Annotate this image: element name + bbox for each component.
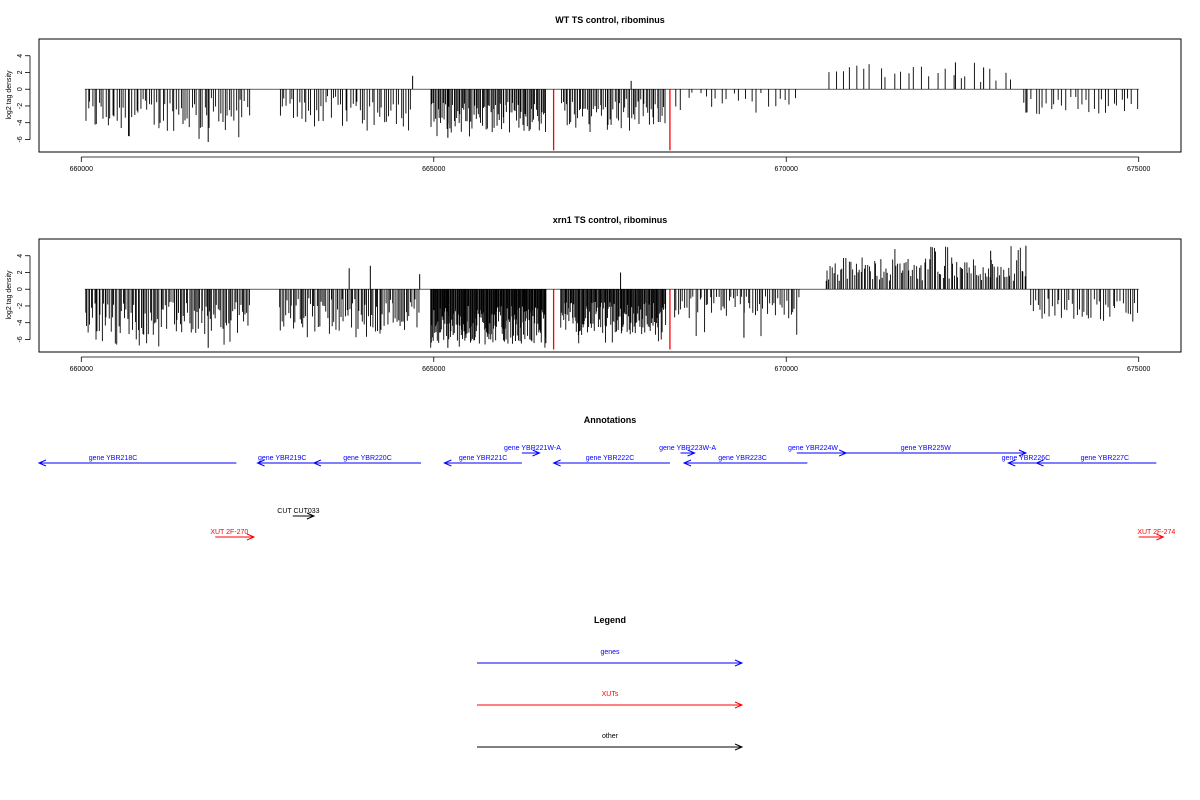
gene-label: gene YBR226C — [1002, 455, 1051, 462]
gene-strand-arrowhead — [552, 459, 561, 467]
gene-strand-arrowhead — [443, 459, 452, 467]
xrn1-plot-frame — [38, 238, 1182, 353]
gene-strand-arrowhead — [687, 449, 696, 457]
legend-arrowhead — [734, 659, 744, 667]
wt-plot-frame — [38, 38, 1182, 153]
xrn1-bars — [84, 245, 1139, 350]
y-tick-label: 0 — [17, 287, 24, 291]
y-tick-label: -4 — [17, 319, 24, 325]
gene-label: gene YBR222C — [586, 455, 635, 462]
y-tick-label: -6 — [17, 136, 24, 142]
gene-strand-arrowhead — [532, 449, 541, 457]
wt-panel-title: WT TS control, ribominus — [555, 15, 665, 25]
legend-panel: Legend genes XUTs other — [477, 615, 744, 751]
x-tick-label: 675000 — [1127, 366, 1150, 373]
gene-strand-arrowhead — [37, 459, 47, 467]
xut-strand-arrowhead — [1156, 533, 1165, 541]
gene-label: gene YBR219C — [258, 455, 307, 462]
x-tick-label: 670000 — [775, 366, 798, 373]
gene-label: gene YBR223C — [718, 455, 767, 462]
wt-y-axis: -6 -4 -2 0 2 4 — [17, 54, 31, 143]
other-strand-arrowhead — [306, 512, 316, 520]
gene-label: gene YBR223W-A — [659, 445, 716, 452]
y-tick-label: 2 — [17, 270, 24, 274]
y-tick-label: -4 — [17, 119, 24, 125]
y-tick-label: 4 — [17, 254, 24, 258]
xut-label: XUT 2F-274 — [1137, 529, 1175, 536]
gene-strand-arrowhead — [312, 459, 322, 467]
y-tick-label: 0 — [17, 87, 24, 91]
xrn1-panel-title: xrn1 TS control, ribominus — [553, 215, 668, 225]
y-tick-label: -2 — [17, 303, 24, 309]
y-tick-label: 2 — [17, 70, 24, 74]
wt-bars — [84, 62, 1139, 151]
gene-label: gene YBR225W — [901, 445, 951, 452]
other-label: CUT CUT033 — [277, 508, 319, 515]
annotations-title: Annotations — [584, 415, 637, 425]
gene-label: gene YBR221C — [459, 455, 508, 462]
gene-strand-arrowhead — [1007, 459, 1016, 467]
gene-strand-arrowhead — [682, 459, 692, 467]
xrn1-coverage-panel: xrn1 TS control, ribominus log2 tag dens… — [6, 215, 1182, 373]
y-tick-label: 4 — [17, 54, 24, 58]
legend-label: XUTs — [602, 691, 619, 698]
xrn1-x-axis: 660000 665000 670000 675000 — [70, 356, 1150, 373]
y-tick-label: -2 — [17, 103, 24, 109]
x-tick-label: 665000 — [422, 166, 445, 173]
x-tick-label: 675000 — [1127, 166, 1150, 173]
legend-title: Legend — [594, 615, 626, 625]
x-tick-label: 660000 — [70, 366, 93, 373]
y-tick-label: -6 — [17, 336, 24, 342]
annotation-tracks: gene YBR218C gene YBR219C gene YBR220C gene… — [37, 445, 1175, 541]
gene-strand-arrowhead — [1035, 459, 1044, 467]
x-tick-label: 665000 — [422, 366, 445, 373]
legend-label: genes — [600, 649, 620, 656]
legend-arrowhead — [734, 701, 744, 709]
annotations-panel: Annotations gene YBR218C gene YBR219C gene… — [37, 415, 1175, 541]
gene-strand-arrowhead — [256, 459, 265, 467]
x-tick-label: 670000 — [775, 166, 798, 173]
gene-label: gene YBR218C — [89, 455, 138, 462]
xut-label: XUT 2F-270 — [210, 529, 248, 536]
legend-arrowhead — [734, 743, 744, 751]
xrn1-y-axis-label: log2 tag density — [6, 270, 13, 320]
gene-label: gene YBR227C — [1081, 455, 1130, 462]
gene-label: gene YBR220C — [343, 455, 392, 462]
x-tick-label: 660000 — [70, 166, 93, 173]
xut-strand-arrowhead — [246, 533, 256, 541]
wt-x-axis: 660000 665000 670000 675000 — [70, 156, 1150, 173]
legend-label: other — [602, 733, 619, 740]
xrn1-y-axis: -6 -4 -2 0 2 4 — [17, 254, 31, 343]
gene-label: gene YBR221W-A — [504, 445, 561, 452]
wt-coverage-panel: WT TS control, ribominus log2 tag densit… — [6, 15, 1182, 173]
wt-y-axis-label: log2 tag density — [6, 70, 13, 120]
legend-items: genes XUTs other — [477, 649, 744, 751]
gene-strand-arrowhead — [1018, 449, 1028, 457]
gene-label: gene YBR224W — [788, 445, 838, 452]
